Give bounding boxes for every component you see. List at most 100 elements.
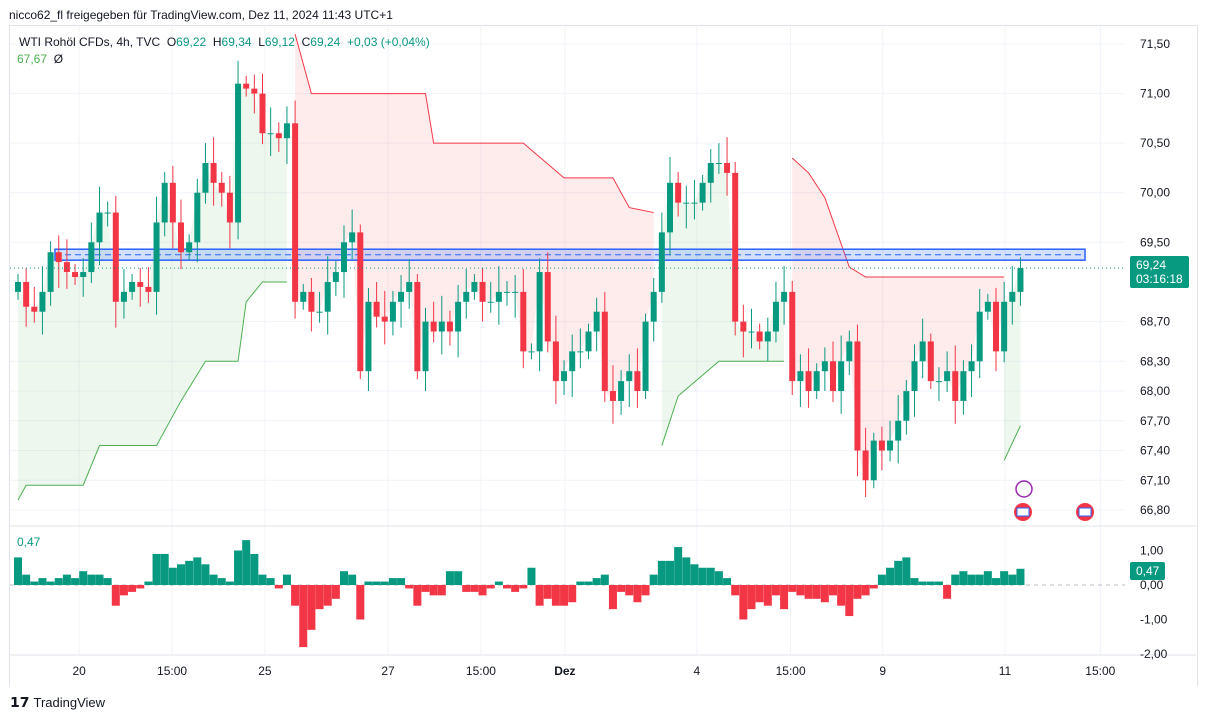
time-axis-label: 15:00 <box>157 664 187 678</box>
candle-body <box>300 291 307 302</box>
oscillator-bar <box>79 571 88 585</box>
candle-body <box>55 252 62 263</box>
candle-body <box>332 272 339 282</box>
candle-body <box>88 242 95 273</box>
oscillator-value: 0,47 <box>17 535 41 549</box>
oscillator-bar <box>877 574 886 585</box>
candle-body <box>104 212 111 214</box>
oscillator-bar <box>405 585 414 589</box>
oscillator-bar <box>625 585 634 596</box>
oscillator-bar <box>470 585 479 592</box>
time-axis-label: 15:00 <box>776 664 806 678</box>
candle-body <box>805 371 812 392</box>
oscillator-bar <box>706 567 715 585</box>
price-axis-label: 68,30 <box>1140 354 1170 368</box>
candle-body <box>365 301 372 372</box>
oscillator-bar <box>397 578 406 585</box>
supertrend-up-fill <box>1004 268 1021 461</box>
candle-body <box>137 281 144 287</box>
oscillator-bar <box>1000 571 1009 585</box>
candle-body <box>903 391 910 421</box>
candle-body <box>911 361 918 392</box>
candle-body <box>446 321 453 332</box>
candle-body <box>283 123 290 139</box>
supertrend-up-line <box>17 281 287 501</box>
oscillator-bar <box>780 585 789 610</box>
oscillator-bar <box>649 574 658 585</box>
time-axis-label: 27 <box>381 664 395 678</box>
candle-body <box>389 301 396 322</box>
price-axis-label: 71,00 <box>1140 87 1170 101</box>
candle-body <box>218 182 225 193</box>
oscillator-bar <box>543 585 552 599</box>
oscillator-bar <box>975 574 984 585</box>
candle-body <box>585 331 592 352</box>
candle-body <box>675 182 682 203</box>
low-value: 69,12 <box>264 35 295 49</box>
oscillator-bar <box>608 585 617 610</box>
candle-body <box>838 361 845 392</box>
candle-body <box>169 182 176 223</box>
candle-body <box>724 162 731 173</box>
candle-body <box>691 202 698 204</box>
oscillator-bar <box>674 547 683 585</box>
oscillator-bar <box>364 581 373 585</box>
candle-body <box>821 361 828 372</box>
candle-body <box>528 351 535 353</box>
candle-body <box>15 281 21 292</box>
candle-body <box>667 182 673 233</box>
change-value: +0,03 (+0,04%) <box>347 35 430 49</box>
candle-body <box>31 306 38 312</box>
candle-body <box>145 286 152 292</box>
chart-frame <box>9 25 1198 686</box>
price-axis-label: 67,10 <box>1140 473 1170 487</box>
oscillator-bar <box>592 578 601 585</box>
oscillator-bar <box>926 581 935 585</box>
oscillator-bar <box>274 585 283 589</box>
candle-body <box>471 281 478 292</box>
candle-body <box>504 291 510 293</box>
candle-body <box>984 301 991 312</box>
oscillator-bar <box>299 585 308 648</box>
open-value: 69,22 <box>176 35 207 49</box>
time-axis-label: 11 <box>999 664 1012 678</box>
candle-body <box>626 371 633 382</box>
price-axis-label: 67,40 <box>1140 444 1170 458</box>
candle-body <box>878 440 885 451</box>
oscillator-bar <box>185 560 194 585</box>
supertrend-up-line <box>661 360 785 446</box>
supertrend-down-line <box>294 33 654 214</box>
candle-body <box>601 311 608 392</box>
candle-body <box>455 301 462 332</box>
oscillator-bar <box>682 557 691 585</box>
candle-body <box>373 301 380 317</box>
close-value: 69,24 <box>310 35 341 49</box>
oscillator-bar <box>291 585 300 606</box>
candle-body <box>862 450 869 481</box>
candle-body <box>561 371 568 382</box>
candle-body <box>887 440 894 451</box>
symbol-name[interactable]: WTI Rohöl CFDs, 4h, TVC <box>19 35 161 49</box>
oscillator-bar <box>723 578 732 585</box>
oscillator-bar <box>951 574 960 585</box>
oscillator-bar <box>201 564 210 585</box>
oscillator-bar <box>666 560 674 585</box>
oscillator-bar <box>943 585 952 599</box>
open-label: O <box>166 35 177 49</box>
candle-body <box>536 272 543 352</box>
candle-body <box>593 311 600 332</box>
candle-body <box>642 321 649 392</box>
tradingview-logo[interactable]: 𝟭𝟳 TradingView <box>10 694 105 711</box>
oscillator-bar <box>568 585 577 603</box>
flag-detail <box>1016 507 1030 517</box>
price-axis-label: 66,80 <box>1140 503 1170 517</box>
candle-body <box>707 162 714 183</box>
candle-body <box>740 321 747 332</box>
candle-body <box>341 242 347 273</box>
oscillator-bar <box>71 578 80 585</box>
oscillator-bar <box>119 585 128 596</box>
oscillator-bar <box>853 585 862 599</box>
candle-body <box>96 212 103 243</box>
oscillator-bar <box>413 585 422 606</box>
